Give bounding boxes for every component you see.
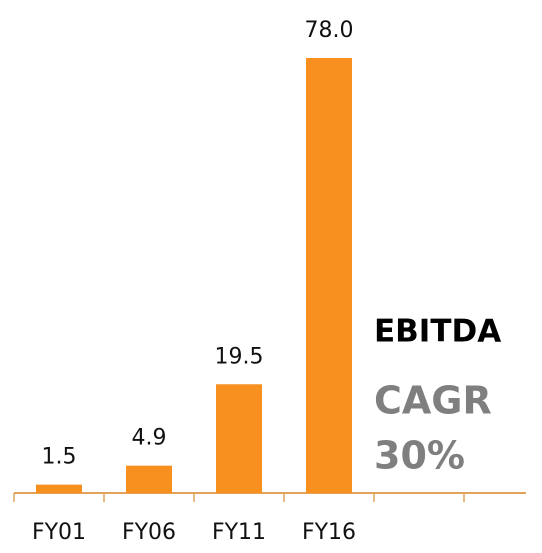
bar [36, 484, 82, 493]
annotation: 30% [374, 434, 465, 478]
value-label: 78.0 [305, 18, 354, 43]
x-tick-label: FY11 [212, 520, 266, 545]
value-label: 19.5 [215, 344, 264, 369]
x-tick-label: FY01 [32, 520, 86, 545]
bar [306, 58, 352, 493]
value-label: 1.5 [42, 445, 77, 470]
x-tick-label: FY06 [122, 520, 176, 545]
x-tick-label: FY16 [302, 520, 356, 545]
bar [126, 465, 172, 493]
bar [216, 384, 262, 493]
annotation: EBITDA [374, 314, 501, 350]
annotation: CAGR [374, 379, 492, 423]
value-label: 4.9 [132, 426, 167, 451]
